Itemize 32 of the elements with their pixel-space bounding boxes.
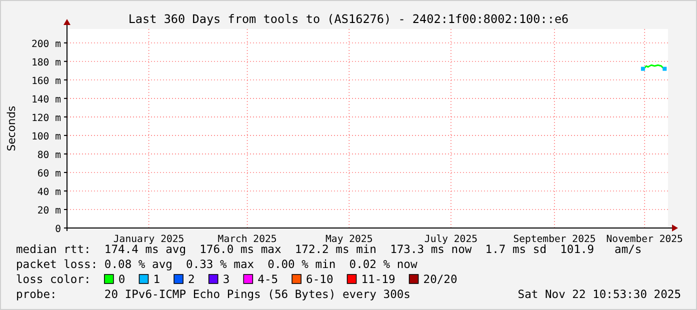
y-tick-label: 140 m (32, 94, 62, 106)
legend-label: 2 (188, 273, 195, 286)
y-tick-label: 120 m (32, 112, 62, 124)
y-tick-label: 200 m (32, 38, 62, 50)
y-tick-label: 80 m (37, 150, 62, 161)
legend-label: 0 (118, 273, 126, 286)
legend-label: 3 (222, 273, 230, 286)
y-tick-label: 60 m (37, 168, 62, 180)
legend-label: 11-19 (361, 273, 396, 286)
legend-label: 20/20 (423, 273, 458, 286)
y-tick-label: 100 m (32, 131, 62, 142)
x-tick-label: January 2025 (113, 234, 184, 245)
legend-title: loss color: (16, 273, 91, 286)
y-axis-title: Seconds (5, 105, 18, 152)
text: probe: 20 IPv6-ICMP Echo Pings (56 Bytes) every 300s (16, 288, 410, 301)
legend-label: 4-5 (258, 273, 278, 286)
text: median rtt: 174.4 ms avg 176.0 ms max 172.2 ms min 173.3 ms now 1.7 ms sd 101.9 am/s (16, 243, 642, 256)
legend-label: 1 (153, 273, 160, 286)
legend-label: 6-10 (306, 273, 334, 286)
x-tick-label: March 2025 (218, 234, 277, 245)
y-tick-label: 180 m (32, 57, 62, 68)
x-tick-label: July 2025 (424, 234, 478, 245)
x-tick-label: May 2025 (326, 234, 373, 245)
text: packet loss: 0.08 % avg 0.33 % max 0.00 % min 0.02 % now (16, 258, 418, 271)
y-tick-label: 0 (55, 224, 62, 235)
y-tick-label: 160 m (32, 76, 62, 87)
y-tick-label: 20 m (37, 205, 62, 216)
y-tick-label: 40 m (37, 186, 62, 198)
chart-title: Last 360 Days from tools to (AS16276) - 2402:1f00:8002:100::e6 (128, 12, 569, 26)
x-tick-label: November 2025 (606, 234, 684, 245)
text: Sat Nov 22 10:53:30 2025 (518, 288, 681, 301)
x-tick-label: September 2025 (513, 234, 596, 245)
